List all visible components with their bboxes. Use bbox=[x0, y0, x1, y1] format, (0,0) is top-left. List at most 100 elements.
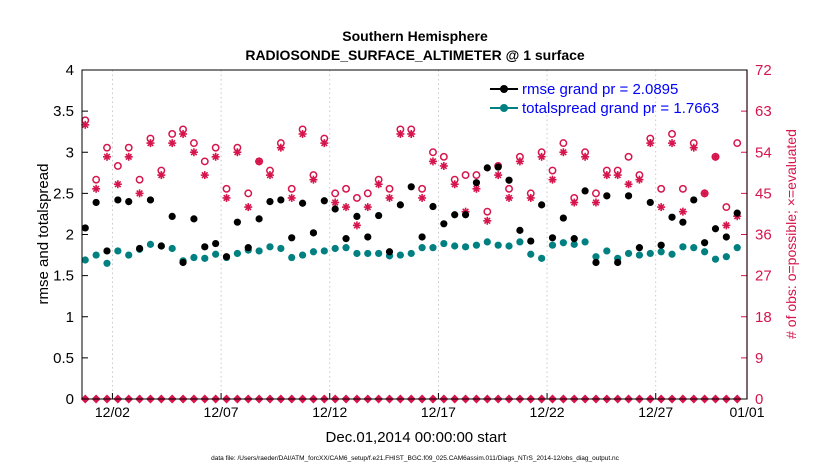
rmse-point bbox=[222, 253, 231, 261]
totalspread-point bbox=[353, 249, 361, 258]
totalspread-point bbox=[472, 241, 481, 249]
rmse-point bbox=[81, 224, 89, 232]
totalspread-point bbox=[407, 249, 415, 258]
rmse-point bbox=[168, 212, 176, 221]
rmse-point bbox=[679, 218, 687, 226]
obs-possible-point bbox=[113, 162, 122, 170]
totalspread-point bbox=[548, 241, 557, 249]
obs-evaluated-point bbox=[92, 184, 101, 193]
rmse-point bbox=[244, 244, 252, 252]
obs-evaluated-point bbox=[124, 152, 133, 161]
y-tick-label: 0 bbox=[66, 391, 74, 408]
obs-evaluated-point bbox=[309, 175, 318, 184]
totalspread-point bbox=[92, 251, 100, 259]
obs-evaluated-point bbox=[396, 129, 405, 138]
obs-evaluated-point bbox=[657, 203, 666, 212]
obs-evaluated-point bbox=[342, 203, 351, 212]
vertical-grid bbox=[112, 70, 748, 399]
obs-evaluated-point bbox=[418, 193, 427, 202]
obs-evaluated-point bbox=[591, 198, 600, 207]
rmse-point bbox=[212, 239, 220, 248]
obs-evaluated-point bbox=[363, 203, 372, 212]
rmse-point bbox=[527, 237, 535, 245]
obs-evaluated-point bbox=[113, 180, 122, 189]
obs-possible-point bbox=[200, 157, 209, 166]
y-tick-label: 4 bbox=[66, 62, 74, 79]
totalspread-point bbox=[418, 244, 426, 252]
obs-evaluated-point bbox=[570, 198, 579, 207]
totalspread-point bbox=[711, 255, 720, 263]
obs-evaluated-point bbox=[700, 189, 709, 198]
y2-tick-label: 18 bbox=[755, 309, 772, 326]
y2-tick-label: 0 bbox=[755, 391, 763, 408]
rmse-point bbox=[614, 258, 622, 267]
totalspread-point bbox=[364, 249, 372, 258]
rmse-point bbox=[298, 199, 307, 207]
rmse-point bbox=[309, 229, 318, 237]
rmse-point bbox=[288, 234, 296, 242]
rmse-point bbox=[624, 192, 633, 200]
rmse-point bbox=[277, 196, 285, 204]
rmse-point bbox=[385, 248, 394, 256]
rmse-point bbox=[494, 163, 502, 171]
rmse-point bbox=[516, 226, 524, 234]
data-marks bbox=[80, 116, 742, 404]
obs-evaluated-point bbox=[168, 139, 177, 148]
rmse-point bbox=[92, 198, 100, 207]
rmse-point bbox=[635, 244, 644, 252]
rmse-point bbox=[603, 192, 611, 200]
totalspread-point bbox=[277, 244, 285, 253]
obs-evaluated-point bbox=[320, 139, 329, 148]
rmse-point bbox=[103, 247, 111, 255]
obs-possible-point bbox=[222, 184, 231, 193]
rmse-point bbox=[592, 258, 600, 267]
axes: 12/02 12/07 12/12 12/17 12/22 12/27 01/0100.51… bbox=[53, 62, 772, 420]
obs-evaluated-point bbox=[722, 221, 731, 230]
chart-title: Southern Hemisphere bbox=[342, 28, 488, 44]
obs-evaluated-point bbox=[211, 152, 220, 161]
obs-evaluated-point bbox=[374, 180, 383, 189]
obs-evaluated-point bbox=[81, 120, 90, 129]
rmse-point bbox=[548, 234, 557, 242]
rmse-point bbox=[375, 211, 383, 220]
rmse-point bbox=[570, 235, 578, 243]
y-tick-label: 0.5 bbox=[53, 350, 74, 367]
totalspread-point bbox=[146, 240, 155, 248]
obs-possible-point bbox=[385, 184, 394, 193]
totalspread-point bbox=[451, 242, 459, 250]
rmse-point bbox=[179, 258, 187, 267]
rmse-point bbox=[483, 164, 491, 172]
totalspread-point bbox=[516, 238, 524, 246]
totalspread-point bbox=[342, 244, 350, 252]
rmse-point bbox=[331, 205, 339, 213]
obs-evaluated-point bbox=[711, 152, 720, 161]
totalspread-point bbox=[559, 239, 567, 247]
obs-evaluated-point bbox=[287, 193, 296, 202]
y2-tick-label: 54 bbox=[755, 144, 772, 161]
obs-possible-point bbox=[342, 184, 350, 193]
obs-evaluated-point bbox=[624, 180, 633, 189]
rmse-point bbox=[690, 196, 698, 204]
obs-evaluated-point bbox=[439, 161, 448, 170]
obs-evaluated-point bbox=[602, 171, 611, 180]
totalspread-point bbox=[505, 242, 513, 250]
obs-possible-point bbox=[92, 175, 101, 184]
totalspread-point bbox=[81, 256, 89, 264]
totalspread-point bbox=[603, 247, 611, 255]
rmse-point bbox=[429, 202, 437, 211]
totalspread-point bbox=[168, 244, 176, 253]
rmse-point bbox=[733, 209, 741, 217]
chart-subtitle: RADIOSONDE_SURFACE_ALTIMETER @ 1 surface bbox=[245, 47, 585, 63]
obs-evaluated-point bbox=[515, 157, 524, 166]
obs-evaluated-point bbox=[581, 152, 590, 161]
obs-evaluated-point bbox=[179, 129, 188, 138]
totalspread-point bbox=[255, 247, 263, 255]
totalspread-point bbox=[657, 248, 665, 256]
y2-tick-label: 9 bbox=[755, 350, 763, 367]
obs-evaluated-point bbox=[200, 171, 209, 180]
obs-evaluated-point bbox=[613, 171, 622, 180]
rmse-point bbox=[668, 213, 676, 221]
obs-possible-point bbox=[559, 139, 568, 148]
totalspread-point bbox=[690, 244, 698, 252]
totalspread-point bbox=[288, 253, 296, 262]
